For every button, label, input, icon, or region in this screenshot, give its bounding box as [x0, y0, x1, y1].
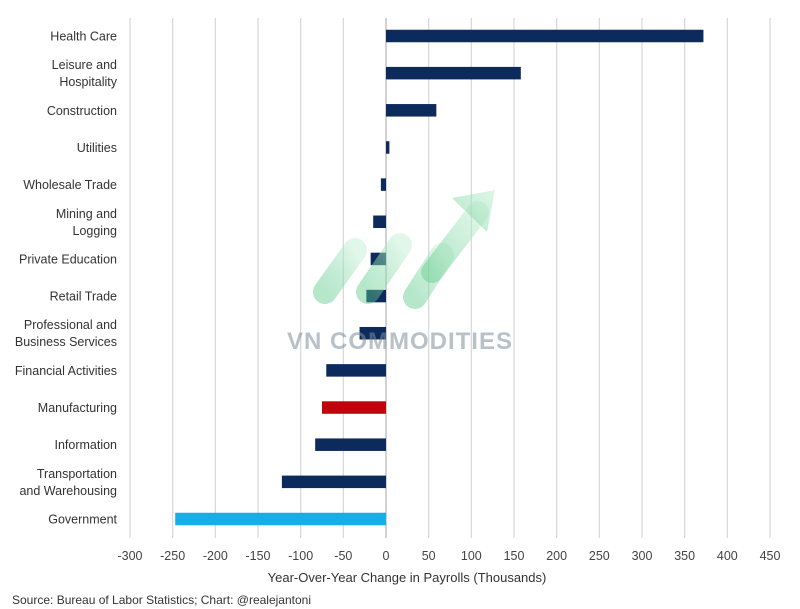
x-tick-label: -300 [117, 549, 142, 563]
category-label: Health Care [50, 30, 117, 44]
gridlines [129, 18, 771, 538]
bar [386, 66, 521, 80]
x-tick-label: 250 [589, 549, 610, 563]
watermark-logo: VN COMMODITIES [287, 190, 513, 355]
bar [373, 215, 386, 229]
x-tick-label: -150 [245, 549, 270, 563]
watermark-stroke-2 [356, 233, 412, 304]
category-label: Leisure and Hospitality [52, 58, 118, 89]
bar [386, 104, 437, 117]
category-label: Transportation and Warehousing [19, 467, 117, 498]
category-label: Mining and Logging [56, 207, 117, 238]
bar [380, 178, 386, 191]
bar [386, 141, 390, 154]
watermark-text: VN COMMODITIES [287, 328, 513, 355]
bar [281, 475, 386, 489]
category-label: Private Education [19, 252, 117, 266]
x-axis-title: Year-Over-Year Change in Payrolls (Thous… [268, 570, 547, 585]
x-tick-label: 400 [717, 549, 738, 563]
x-tick-label: 150 [504, 549, 525, 563]
x-tick-label: -100 [288, 549, 313, 563]
watermark-arrow-head [452, 190, 495, 232]
category-label: Construction [47, 104, 117, 118]
x-tick-label: 450 [760, 549, 781, 563]
x-tick-label: -50 [334, 549, 352, 563]
x-tick-label: 350 [674, 549, 695, 563]
x-tick-label: 300 [632, 549, 653, 563]
bar [175, 512, 386, 526]
category-label: Retail Trade [50, 290, 117, 304]
watermark-arrow-shaft [421, 201, 489, 283]
category-label: Financial Activities [15, 364, 117, 378]
x-tick-label: 200 [546, 549, 567, 563]
category-label: Information [54, 438, 117, 452]
bars [175, 29, 704, 526]
bar [322, 401, 386, 414]
bar [326, 364, 386, 377]
x-tick-label: 0 [383, 549, 390, 563]
watermark-stroke-1 [313, 238, 367, 304]
x-tick-label: 50 [422, 549, 436, 563]
bar [386, 29, 704, 43]
source-note: Source: Bureau of Labor Statistics; Char… [12, 593, 311, 607]
bar [315, 438, 386, 451]
category-labels: Health Care Leisure and Hospitality Constru… [15, 30, 118, 527]
category-label: Professional and Business Services [15, 318, 117, 349]
category-label: Manufacturing [38, 401, 117, 415]
category-label: Utilities [77, 141, 117, 155]
x-tick-label: 100 [461, 549, 482, 563]
category-label: Government [48, 513, 117, 527]
category-label: Wholesale Trade [23, 178, 117, 192]
bar [359, 326, 386, 340]
x-tick-labels: -300 -250 -200 -150 -100 -50 0 50 100 150 200 250 30… [117, 549, 780, 563]
x-tick-label: -200 [203, 549, 228, 563]
x-tick-label: -250 [160, 549, 185, 563]
